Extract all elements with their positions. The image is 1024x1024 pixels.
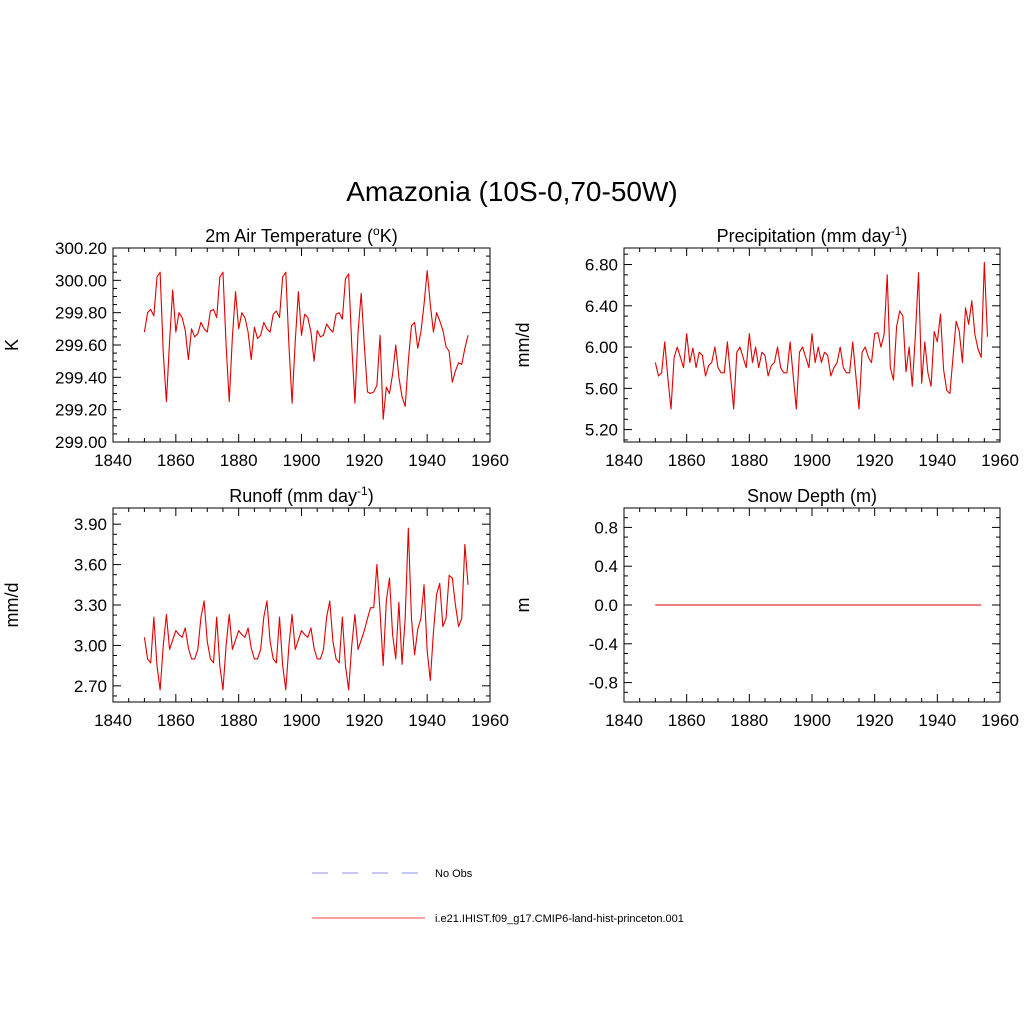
- x-tick-label: 1880: [730, 711, 768, 730]
- x-tick-label: 1840: [94, 451, 132, 470]
- y-tick-label: 299.60: [55, 336, 107, 355]
- y-tick-label: 6.00: [585, 338, 618, 357]
- x-tick-label: 1860: [157, 711, 195, 730]
- chart-panel-2: Precipitation (mm day-1) mm/d 1840 1860 1880…: [513, 224, 1019, 470]
- x-tick-label: 1940: [918, 451, 956, 470]
- y-tick-label: 5.60: [585, 379, 618, 398]
- x-tick-label: 1960: [471, 451, 509, 470]
- x-tick-label: 1900: [793, 451, 831, 470]
- y-tick-label: 299.20: [55, 401, 107, 420]
- panel-title: Precipitation (mm day-1): [717, 224, 908, 246]
- panel-title: Runoff (mm day-1): [229, 484, 373, 506]
- y-tick-label: 300.20: [55, 239, 107, 258]
- y-tick-label: 3.00: [74, 636, 107, 655]
- panel-title-superscript: o: [373, 224, 380, 238]
- x-tick-label: 1840: [605, 451, 643, 470]
- panel-title-suffix: ): [901, 226, 907, 246]
- y-tick-label: -0.8: [589, 674, 618, 693]
- y-tick-label: -0.4: [589, 635, 618, 654]
- y-axis-label: m: [513, 598, 533, 613]
- y-tick-label: 299.40: [55, 368, 107, 387]
- panel-title-suffix: K): [380, 226, 398, 246]
- series-line-1: [654, 261, 989, 410]
- panel-title-text: Runoff (mm day: [229, 486, 357, 506]
- x-tick-label: 1920: [856, 451, 894, 470]
- y-tick-label: 0.0: [594, 596, 618, 615]
- x-tick-label: 1920: [856, 711, 894, 730]
- x-tick-label: 1900: [283, 451, 321, 470]
- chart-panel-1: 2m Air Temperature (oK) K 1840 1860 1880 1900…: [2, 224, 509, 470]
- x-tick-label: 1880: [220, 711, 258, 730]
- x-tick-label: 1860: [157, 451, 195, 470]
- y-axis-label: K: [2, 339, 22, 351]
- x-tick-label: 1840: [94, 711, 132, 730]
- y-tick-label: 299.00: [55, 433, 107, 452]
- x-tick-label: 1940: [408, 711, 446, 730]
- chart-panel-4: Snow Depth (m) m 1840 1860 1880 1900 1920 1940 1…: [513, 486, 1019, 730]
- x-tick-label: 1860: [668, 451, 706, 470]
- x-tick-label: 1960: [471, 711, 509, 730]
- y-tick-label: 300.00: [55, 271, 107, 290]
- x-tick-label: 1900: [793, 711, 831, 730]
- y-tick-label: 6.80: [585, 256, 618, 275]
- x-tick-label: 1920: [345, 711, 383, 730]
- y-tick-label: 0.8: [594, 518, 618, 537]
- y-axis-label: mm/d: [2, 583, 22, 628]
- panel-title-superscript: -1: [357, 484, 368, 498]
- x-tick-label: 1960: [981, 711, 1019, 730]
- x-tick-label: 1960: [981, 451, 1019, 470]
- panel-title-superscript: -1: [891, 224, 902, 238]
- x-tick-label: 1860: [668, 711, 706, 730]
- plot-frame: [623, 247, 1001, 443]
- y-tick-label: 3.60: [74, 556, 107, 575]
- y-axis-label: mm/d: [513, 323, 533, 368]
- panel-title-text: Precipitation (mm day: [717, 226, 891, 246]
- figure-title: Amazonia (10S-0,70-50W): [346, 176, 677, 207]
- legend: No Obs i.e21.IHIST.f09_g17.CMIP6-land-his…: [312, 868, 684, 925]
- series-line-1: [143, 270, 469, 420]
- panel-title: Snow Depth (m): [747, 486, 877, 506]
- chart-panel-3: Runoff (mm day-1) mm/d 1840 1860 1880 1900 192…: [2, 484, 509, 730]
- plot-frame: [112, 507, 491, 703]
- x-tick-label: 1940: [408, 451, 446, 470]
- panels-group: 2m Air Temperature (oK) K 1840 1860 1880 1900…: [2, 224, 1019, 730]
- y-tick-label: 6.40: [585, 297, 618, 316]
- x-tick-label: 1840: [605, 711, 643, 730]
- legend-label-1: No Obs: [435, 868, 473, 880]
- x-tick-label: 1880: [220, 451, 258, 470]
- y-tick-label: 3.90: [74, 515, 107, 534]
- x-tick-label: 1920: [345, 451, 383, 470]
- y-tick-label: 5.20: [585, 421, 618, 440]
- series-line-1: [143, 527, 469, 691]
- y-tick-label: 3.30: [74, 596, 107, 615]
- x-tick-label: 1880: [730, 451, 768, 470]
- panel-title-text: Snow Depth (m): [747, 486, 877, 506]
- x-tick-label: 1940: [918, 711, 956, 730]
- y-tick-label: 2.70: [74, 677, 107, 696]
- panel-title-suffix: ): [368, 486, 374, 506]
- panel-title: 2m Air Temperature (oK): [205, 224, 397, 246]
- y-tick-label: 0.4: [594, 557, 618, 576]
- legend-label-2: i.e21.IHIST.f09_g17.CMIP6-land-hist-prin…: [435, 913, 684, 925]
- y-tick-label: 299.80: [55, 304, 107, 323]
- panel-title-text: 2m Air Temperature (: [205, 226, 373, 246]
- x-tick-label: 1900: [283, 711, 321, 730]
